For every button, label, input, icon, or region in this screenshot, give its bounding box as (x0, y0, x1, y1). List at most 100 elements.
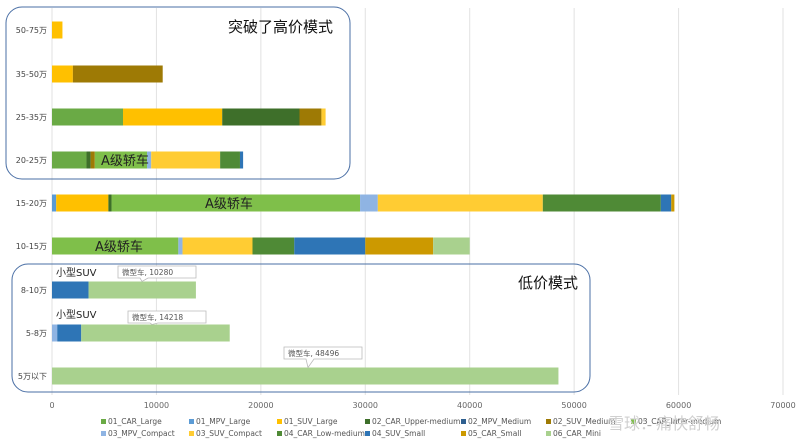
small-suv-label-8-10: 小型SUV (56, 266, 97, 279)
data-label-8: 微型车, 48496 (288, 348, 339, 358)
legend-entry-03_MPV_Compact: 03_MPV_Compact (108, 429, 175, 438)
x-tick-50000: 50000 (561, 401, 586, 410)
legend-swatch-03_SUV_Compact (189, 431, 194, 436)
legend-entry-03_SUV_Compact: 03_SUV_Compact (196, 429, 262, 438)
high-end-box (5, 6, 351, 180)
category-label-8: 5万以下 (18, 372, 47, 381)
category-label-1: 35-50万 (16, 70, 47, 79)
legend-entry-04_CAR_Low-medium: 04_CAR_Low-medium (284, 429, 365, 438)
bar-10-15万-04_CAR_Low-medium (252, 237, 295, 255)
x-tick-70000: 70000 (770, 401, 795, 410)
category-label-3: 20-25万 (16, 156, 47, 165)
bar-10-15万-04_SUV_Small (294, 237, 366, 255)
sedan-a-label-10-15: A级轿车 (95, 239, 143, 255)
bar-20-25万-04_SUV_Small (239, 151, 244, 169)
bar-20-25万-03_MPV_Compact (147, 151, 152, 169)
bars (52, 21, 675, 385)
legend-entry-03_CAR_Inter-medium: 03_CAR_Inter-medium (638, 417, 721, 426)
legend-swatch-03_CAR_Inter-medium (631, 419, 636, 424)
bar-15-20万-03_CAR_Inter-medium (111, 194, 361, 212)
category-label-7: 5-8万 (26, 329, 47, 338)
legend-swatch-04_CAR_Low-medium (277, 431, 282, 436)
small-suv-label-5-8: 小型SUV (56, 308, 97, 321)
bar-20-25万-01_CAR_Large (52, 151, 87, 169)
legend-entry-01_MPV_Large: 01_MPV_Large (196, 417, 251, 426)
legend-entry-06_CAR_Mini: 06_CAR_Mini (553, 429, 601, 438)
legend-entry-02_CAR_Upper-medium: 02_CAR_Upper-medium (372, 417, 460, 426)
bar-15-20万-01_MPV_Large (52, 194, 57, 212)
bar-15-20万-03_SUV_Compact (377, 194, 543, 212)
legend-entry-05_CAR_Small: 05_CAR_Small (468, 429, 521, 438)
x-tick-60000: 60000 (666, 401, 691, 410)
legend-swatch-01_MPV_Large (189, 419, 194, 424)
legend-entry-02_SUV_Medium: 02_SUV_Medium (553, 417, 615, 426)
category-label-6: 8-10万 (21, 286, 47, 295)
bar-15-20万-05_CAR_Small (671, 194, 675, 212)
sedan-a-label-15-20: A级轿车 (205, 196, 253, 212)
legend-swatch-02_MPV_Medium (461, 419, 466, 424)
bar-25-35万-02_CAR_Upper-medium (222, 108, 300, 126)
bar-25-35万-02_SUV_Medium (299, 108, 322, 126)
legend-swatch-01_CAR_Large (101, 419, 106, 424)
bar-20-25万-02_CAR_Upper-medium (86, 151, 91, 169)
legend-entry-01_SUV_Large: 01_SUV_Large (284, 417, 338, 426)
x-tick-labels: 0 10000 20000 30000 40000 50000 60000 70000 (49, 401, 795, 410)
bar-25-35万-01_CAR_Large (52, 108, 124, 126)
bar-15-20万-04_CAR_Low-medium (542, 194, 661, 212)
data-label-callouts: 微型车, 10280 微型车, 14218 微型车, 48496 (117, 265, 363, 369)
sedan-a-label-20-25: A级轿车 (101, 153, 149, 169)
bar-35-50万-02_SUV_Medium (72, 65, 163, 83)
bar-15-20万-01_SUV_Large (56, 194, 109, 212)
category-label-2: 25-35万 (16, 113, 47, 122)
bar-10-15万-03_CAR_Inter-medium (52, 237, 179, 255)
bar-20-25万-04_CAR_Low-medium (220, 151, 240, 169)
bar-35-50万-01_SUV_Large (52, 65, 73, 83)
legend-swatch-03_MPV_Compact (101, 431, 106, 436)
legend-swatch-05_CAR_Small (461, 431, 466, 436)
legend-swatch-02_CAR_Upper-medium (365, 419, 370, 424)
bar-15-20万-04_SUV_Small (660, 194, 672, 212)
legend-swatch-04_SUV_Small (365, 431, 370, 436)
legend-swatch-01_SUV_Large (277, 419, 282, 424)
x-tick-0: 0 (49, 401, 54, 410)
x-tick-30000: 30000 (353, 401, 378, 410)
bar-20-25万-03_SUV_Compact (151, 151, 221, 169)
watermark: 雪球：痛快舒畅 (608, 414, 720, 433)
bar-50-75万-01_SUV_Large (52, 21, 63, 39)
category-label-0: 50-75万 (16, 26, 47, 35)
bar-25-35万-03_SUV_Compact (321, 108, 326, 126)
bar-5-8万-06_CAR_Mini (81, 324, 230, 342)
bar-5-8万-04_SUV_Small (57, 324, 82, 342)
bar-10-15万-05_CAR_Small (365, 237, 434, 255)
low-end-box (11, 263, 591, 393)
legend-swatch-02_SUV_Medium (546, 419, 551, 424)
bar-25-35万-01_SUV_Large (123, 108, 223, 126)
data-label-7: 微型车, 14218 (132, 312, 183, 322)
bar-20-25万-02_SUV_Medium (90, 151, 95, 169)
callout-box-7 (127, 310, 207, 325)
bar-8-10万-06_CAR_Mini (88, 281, 196, 299)
legend: 01_CAR_Large 01_MPV_Large 01_SUV_Large 02_C… (101, 417, 721, 438)
bar-5万以下-06_CAR_Mini (52, 367, 559, 385)
legend-entry-04_SUV_Small: 04_SUV_Small (372, 429, 425, 438)
bar-10-15万-06_CAR_Mini (433, 237, 470, 255)
legend-swatch-06_CAR_Mini (546, 431, 551, 436)
callout-box-8 (283, 346, 363, 369)
bar-15-20万-02_CAR_Upper-medium (108, 194, 112, 212)
callout-box-6 (117, 265, 197, 283)
data-label-6: 微型车, 10280 (122, 267, 173, 277)
legend-entry-01_CAR_Large: 01_CAR_Large (108, 417, 162, 426)
legend-entry-02_MPV_Medium: 02_MPV_Medium (468, 417, 531, 426)
bar-15-20万-03_MPV_Compact (360, 194, 378, 212)
category-labels: 50-75万 35-50万 25-35万 20-25万 15-20万 10-15万 8-10… (16, 26, 47, 381)
bar-5-8万-03_MPV_Compact (52, 324, 58, 342)
x-tick-10000: 10000 (144, 401, 169, 410)
category-label-4: 15-20万 (16, 199, 47, 208)
x-tick-20000: 20000 (248, 401, 273, 410)
high-end-annotation: 突破了高价模式 (228, 18, 333, 36)
bar-8-10万-04_SUV_Small (52, 281, 89, 299)
category-label-5: 10-15万 (16, 242, 47, 251)
x-tick-40000: 40000 (457, 401, 482, 410)
bar-10-15万-03_SUV_Compact (182, 237, 253, 255)
